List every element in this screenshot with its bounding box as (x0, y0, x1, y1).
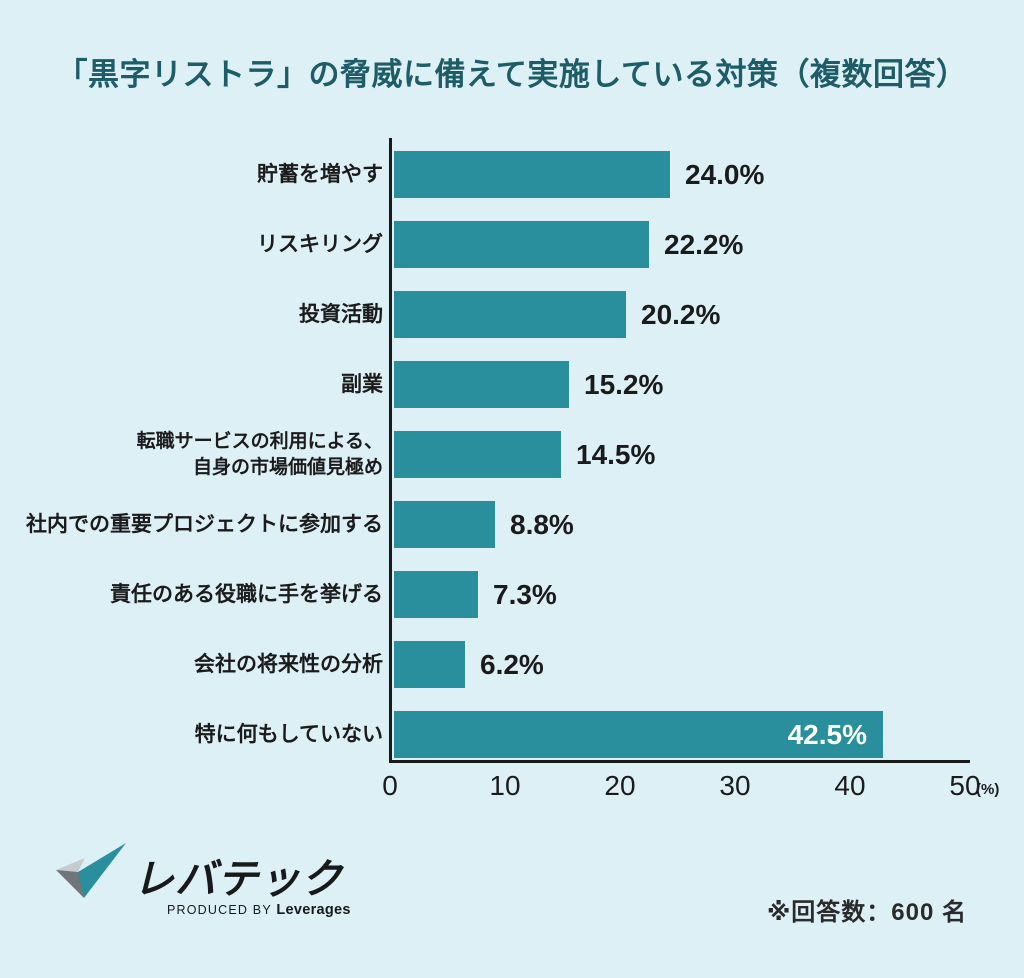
x-axis-line (389, 760, 970, 763)
bar-row: 責任のある役職に手を挙げる 7.3% (0, 571, 1024, 618)
bar-row: 会社の将来性の分析 6.2% (0, 641, 1024, 688)
value-label: 42.5% (787, 718, 867, 750)
bar-row: リスキリング 22.2% (0, 221, 1024, 268)
x-axis-tick-label: 30 (719, 770, 751, 801)
category-label: 特に何もしていない (194, 722, 383, 746)
bar (394, 641, 465, 688)
value-label: 7.3% (493, 578, 557, 610)
value-label: 20.2% (641, 298, 721, 330)
bar (394, 291, 626, 338)
logo-produced-by-text: PRODUCED BY (167, 903, 272, 917)
bar-row: 転職サービスの利用による、 自身の市場価値見極め 14.5% (0, 431, 1024, 478)
bar (394, 431, 561, 478)
value-label: 6.2% (480, 648, 544, 680)
value-label: 24.0% (685, 158, 765, 190)
value-label: 22.2% (664, 228, 744, 260)
category-label: 転職サービスの利用による、 自身の市場価値見極め (136, 431, 383, 478)
x-axis-tick-label: 10 (489, 770, 521, 801)
category-label: 投資活動 (299, 302, 383, 326)
logo-produced-by: PRODUCED BY Leverages (167, 902, 351, 918)
bar-row: 特に何もしていない 42.5% (0, 711, 1024, 758)
bar (394, 221, 649, 268)
bar: 42.5% (394, 711, 883, 758)
bar (394, 501, 495, 548)
logo-brand-text: レバテック (133, 856, 343, 902)
bar (394, 151, 670, 198)
bar-row: 投資活動 20.2% (0, 291, 1024, 338)
category-label: 貯蓄を増やす (257, 162, 383, 186)
x-axis-tick-label: 50 (949, 770, 981, 801)
bar (394, 571, 478, 618)
bar-row: 貯蓄を増やす 24.0% (0, 151, 1024, 198)
category-label: 会社の将来性の分析 (194, 652, 383, 676)
value-label: 8.8% (510, 508, 574, 540)
category-label: 社内での重要プロジェクトに参加する (26, 512, 383, 536)
category-label: リスキリング (257, 232, 383, 256)
x-axis-tick-label: 20 (604, 770, 636, 801)
bar (394, 361, 569, 408)
x-axis-tick-label: 0 (382, 770, 398, 801)
bar-row: 副業 15.2% (0, 361, 1024, 408)
value-label: 15.2% (584, 368, 664, 400)
x-axis-unit-label: (%) (976, 781, 1000, 798)
y-axis-line (389, 138, 392, 763)
respondents-note: ※回答数：600 名 (766, 899, 967, 926)
value-label: 14.5% (576, 438, 656, 470)
category-label: 副業 (341, 372, 383, 396)
x-axis-tick-label: 40 (834, 770, 866, 801)
bar-row: 社内での重要プロジェクトに参加する 8.8% (0, 501, 1024, 548)
category-label: 責任のある役職に手を挙げる (110, 582, 383, 606)
chart-title: 「黒字リストラ」の脅威に備えて実施している対策（複数回答） (56, 57, 968, 92)
levtech-logo-checkmark-icon (56, 843, 126, 898)
logo-company-text: Leverages (276, 902, 351, 918)
